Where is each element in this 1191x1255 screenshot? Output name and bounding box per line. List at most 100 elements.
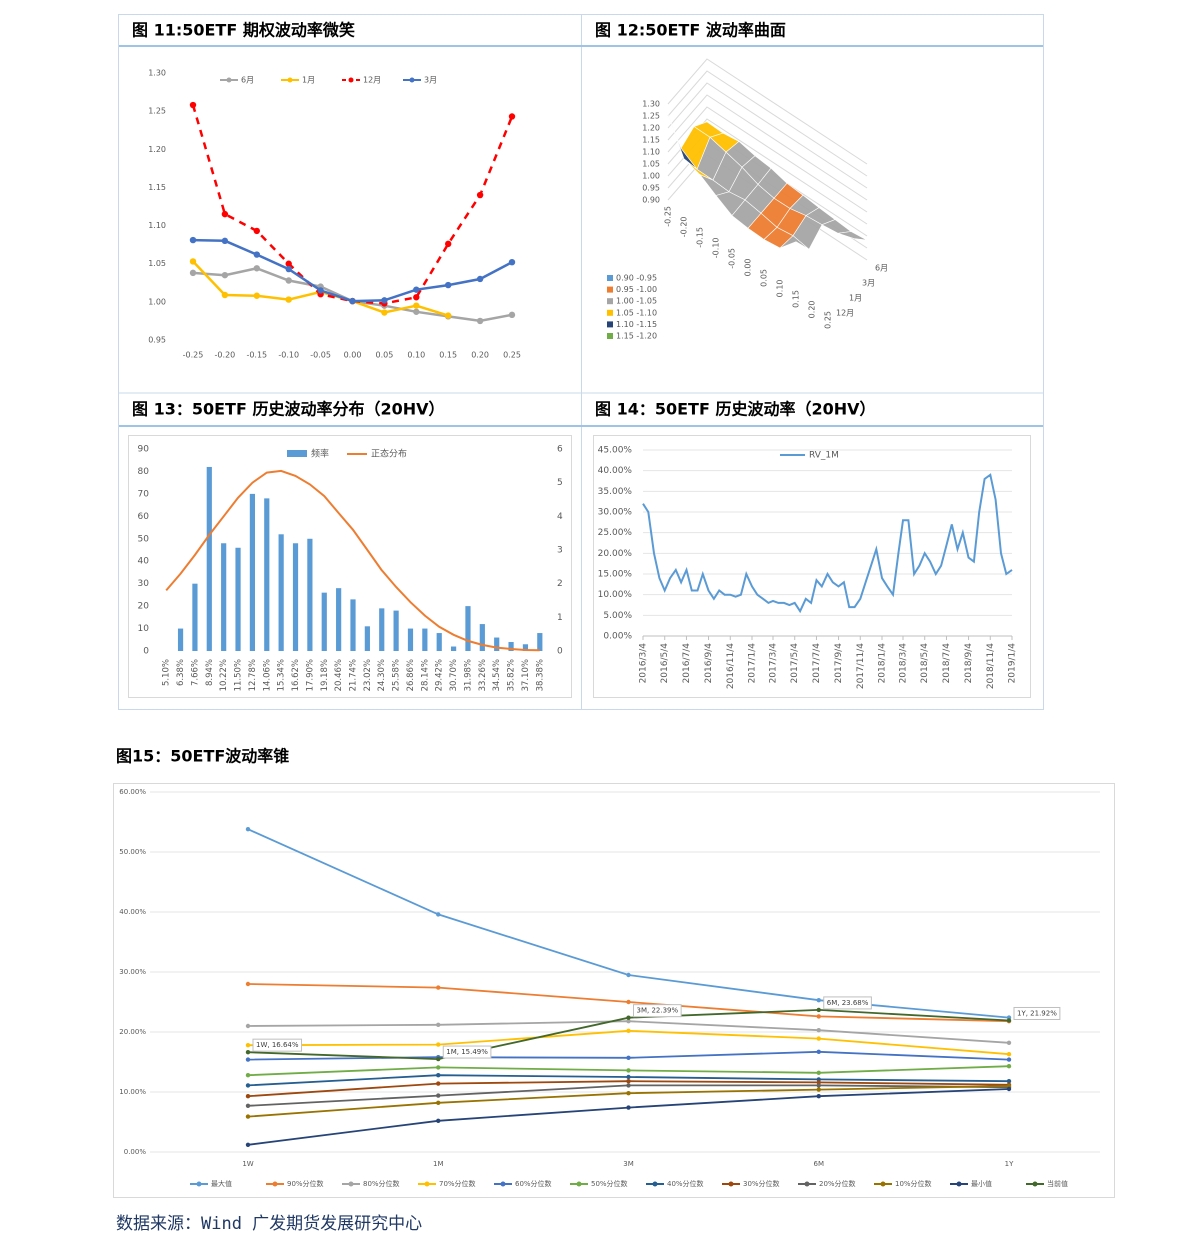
- point: [245, 1057, 251, 1062]
- point: [245, 1073, 251, 1078]
- x-tick-label: 2017/11/4: [856, 643, 866, 689]
- legend-label: 80%分位数: [363, 1179, 400, 1188]
- point: [626, 1015, 631, 1020]
- x-tick-label: 33.26%: [478, 659, 488, 691]
- point: [245, 1114, 251, 1119]
- point: [816, 1087, 821, 1092]
- point: [436, 1118, 441, 1124]
- legend-swatch: [226, 77, 232, 83]
- bar: [522, 644, 529, 651]
- y-tick-label: 10.00%: [119, 1088, 146, 1096]
- z-tick-label: 1.25: [642, 112, 660, 121]
- bar: [450, 646, 457, 651]
- y-tick-label: 50: [138, 534, 150, 544]
- data-label-box: [442, 1045, 492, 1059]
- point: [436, 1042, 441, 1047]
- point: [381, 297, 388, 304]
- point: [253, 227, 260, 235]
- figure-title: 图 11:50ETF 期权波动率微笑: [132, 21, 355, 40]
- legend-swatch: [196, 1181, 202, 1187]
- y-tick-label: 3: [557, 546, 563, 556]
- x-tick-label: 19.18%: [320, 659, 330, 691]
- point: [245, 827, 251, 832]
- point: [245, 1083, 251, 1088]
- series-line: [247, 1085, 1010, 1118]
- z-tick-label: 1.20: [642, 124, 660, 133]
- y-tick-label: 30.00%: [598, 508, 633, 518]
- z-tick-label: 1.00: [642, 172, 660, 181]
- source-note: 数据来源：Wind 广发期货发展研究中心: [116, 1214, 422, 1234]
- point: [816, 1014, 821, 1019]
- y-tick-label: 80: [138, 467, 150, 477]
- z-tick-label: 0.95: [642, 184, 660, 193]
- point: [189, 269, 197, 277]
- data-label-box: [252, 1038, 303, 1052]
- bar: [407, 628, 414, 651]
- point: [445, 240, 452, 248]
- point: [436, 1065, 441, 1070]
- bar: [494, 637, 500, 651]
- legend-label: 50%分位数: [591, 1179, 628, 1188]
- point: [245, 1043, 251, 1048]
- point: [285, 265, 292, 273]
- point: [413, 294, 420, 301]
- x-tick-label: 2016/11/4: [726, 643, 736, 689]
- chart-frame: [593, 435, 1031, 698]
- y-tick-label: 5: [557, 478, 563, 488]
- legend-swatch: [500, 1181, 506, 1187]
- depth-tick-label: 1月: [849, 294, 862, 303]
- bar: [192, 583, 198, 651]
- x-tick-label: -0.05: [310, 351, 331, 360]
- x-tick-label: 34.54%: [492, 659, 502, 691]
- point: [626, 1028, 631, 1034]
- legend-swatch: [348, 77, 354, 83]
- data-label: 1W, 16.64%: [256, 1041, 299, 1049]
- z-tick-label: 1.15: [642, 136, 660, 145]
- data-label-box: [1013, 1006, 1061, 1020]
- x-tick-label: 25.58%: [392, 659, 402, 691]
- chart-frame: [113, 783, 1115, 1198]
- z-tick-label: 1.30: [642, 100, 660, 109]
- point: [245, 1049, 251, 1055]
- x-tick-label: 11.50%: [234, 659, 244, 691]
- bar: [264, 498, 270, 651]
- legend-label: 3月: [424, 76, 437, 85]
- point: [508, 311, 516, 319]
- x-tick-label: -0.25: [664, 206, 673, 227]
- point: [626, 1091, 631, 1096]
- y-tick-label: 25.00%: [598, 528, 633, 538]
- x-tick-label: 24.30%: [377, 659, 387, 691]
- bar: [379, 608, 385, 651]
- legend-swatch: [348, 1181, 354, 1187]
- x-tick-label: 38.38%: [535, 659, 545, 691]
- point: [626, 1074, 631, 1080]
- legend-swatch: [956, 1181, 962, 1187]
- point: [1006, 1086, 1012, 1092]
- legend-swatch: [409, 77, 415, 83]
- data-label: 6M, 23.68%: [827, 999, 869, 1007]
- y-tick-label: 70: [138, 489, 150, 499]
- point: [221, 291, 229, 299]
- legend-swatch: [607, 333, 613, 339]
- legend-label: 12月: [363, 76, 381, 85]
- x-tick-label: 35.82%: [507, 659, 517, 691]
- point: [436, 1093, 441, 1098]
- point: [221, 237, 229, 245]
- y-tick-label: 6: [557, 445, 563, 455]
- series-line: [247, 1029, 1010, 1056]
- bar: [336, 588, 342, 651]
- point: [245, 1103, 251, 1109]
- legend-label: 40%分位数: [667, 1179, 704, 1188]
- legend-label: 0.90 -0.95: [616, 274, 657, 283]
- figure-title: 图 14：50ETF 历史波动率（20HV）: [595, 400, 876, 419]
- point: [436, 1022, 441, 1027]
- x-tick-label: -0.25: [183, 351, 204, 360]
- depth-tick-label: 3月: [862, 279, 875, 288]
- x-tick-label: 2016/5/4: [660, 643, 670, 684]
- y-tick-label: 0.95: [148, 336, 166, 345]
- y-tick-label: 0.00%: [124, 1148, 147, 1156]
- series-line: [642, 473, 1013, 614]
- legend-swatch: [576, 1181, 582, 1187]
- x-tick-label: 20.46%: [334, 659, 344, 691]
- y-tick-label: 1: [557, 613, 563, 623]
